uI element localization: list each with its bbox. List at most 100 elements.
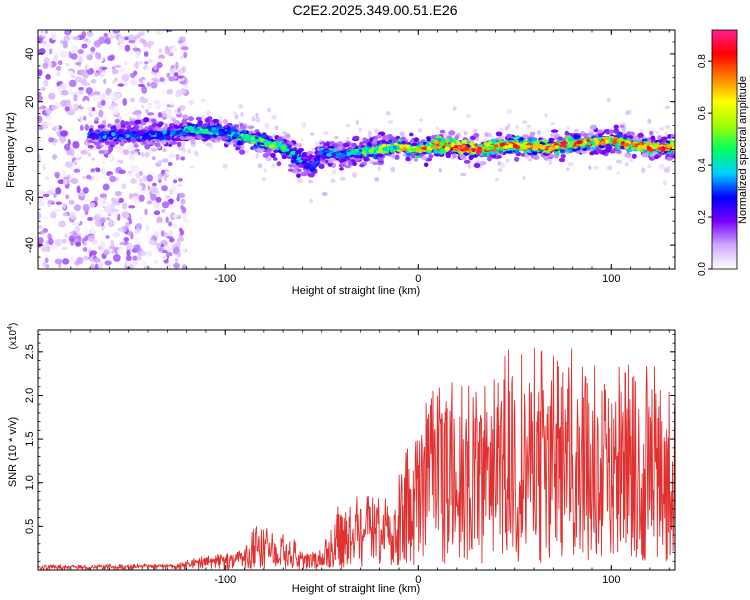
noise-blob: [178, 227, 183, 233]
noise-blob: [129, 50, 133, 55]
ridge-blob: [308, 172, 315, 178]
ridge-blob: [181, 119, 187, 124]
noise-blob: [46, 121, 54, 127]
noise-blob: [65, 99, 71, 107]
scatter-point: [664, 131, 669, 137]
noise-blob: [130, 106, 138, 112]
noise-blob: [38, 116, 43, 124]
ridge-blob: [178, 124, 183, 129]
noise-blob: [79, 69, 86, 74]
noise-blob: [138, 194, 145, 202]
noise-blob: [175, 153, 180, 161]
ridge-blob: [619, 124, 625, 129]
noise-blob: [129, 72, 136, 79]
noise-blob: [180, 46, 189, 51]
noise-blob: [38, 236, 44, 244]
ridge-blob: [439, 129, 446, 134]
noise-blob: [114, 210, 118, 219]
ridge-blob: [190, 138, 196, 145]
noise-blob: [168, 204, 175, 209]
scatter-point: [647, 118, 652, 124]
noise-blob: [93, 214, 101, 221]
ridge-blob: [366, 141, 373, 147]
ridge-blob: [204, 117, 210, 123]
noise-blob: [75, 241, 82, 247]
noise-blob: [53, 220, 58, 228]
noise-blob: [167, 230, 173, 237]
ridge-blob: [405, 156, 411, 162]
noise-blob: [135, 223, 143, 229]
ridge-blob: [433, 149, 440, 154]
ridge-blob: [114, 118, 120, 124]
scatter-point: [616, 171, 621, 175]
scatter-point: [606, 97, 611, 103]
scatter-point: [522, 175, 526, 180]
ridge-blob: [482, 152, 488, 157]
noise-blob: [65, 70, 74, 76]
noise-blob: [41, 30, 46, 37]
noise-blob: [124, 113, 129, 118]
noise-blob: [99, 217, 107, 224]
ridge-blob: [340, 153, 345, 158]
noise-blob: [140, 151, 145, 158]
noise-blob: [73, 94, 78, 102]
noise-blob: [154, 230, 160, 237]
scatter-point: [263, 168, 267, 173]
ridge-blob: [506, 133, 513, 139]
scatter-point: [194, 152, 199, 157]
noise-blob: [102, 183, 110, 191]
ridge-blob: [328, 158, 333, 164]
scatter-point: [550, 122, 556, 126]
noise-blob: [121, 183, 127, 190]
noise-blob: [43, 56, 50, 64]
ridge-blob: [372, 161, 379, 166]
noise-blob: [161, 208, 166, 214]
scatter-point: [274, 125, 279, 130]
noise-blob: [99, 208, 105, 213]
noise-blob: [120, 221, 127, 227]
ridge-blob: [266, 150, 272, 156]
ridge-blob: [409, 132, 414, 137]
ridge-blob: [661, 136, 668, 141]
scatter-point: [499, 127, 504, 132]
noise-blob: [59, 51, 68, 58]
noise-blob: [180, 156, 186, 161]
noise-blob: [126, 243, 134, 249]
ridge-blob: [390, 153, 396, 159]
ridge-blob: [129, 120, 135, 126]
noise-blob: [123, 237, 130, 242]
noise-blob: [58, 134, 67, 143]
ridge-blob: [649, 130, 654, 136]
noise-blob: [81, 175, 88, 180]
ridge-blob: [288, 163, 295, 168]
noise-blob: [43, 79, 49, 87]
noise-blob: [49, 185, 56, 192]
scatter-point: [257, 163, 263, 169]
ridge-blob: [596, 148, 602, 154]
ridge-blob: [296, 143, 303, 148]
noise-blob: [69, 211, 76, 220]
ridge-blob: [296, 149, 302, 154]
noise-blob: [80, 149, 88, 155]
ridge-blob: [196, 135, 202, 140]
noise-blob: [183, 221, 189, 228]
scatter-point: [521, 120, 528, 125]
noise-blob: [61, 238, 67, 244]
noise-blob: [107, 67, 112, 72]
noise-blob: [109, 90, 118, 99]
noise-blob: [177, 107, 181, 113]
scatter-point: [271, 114, 278, 120]
ridge-blob: [168, 123, 176, 128]
noise-blob: [167, 161, 173, 167]
noise-blob: [101, 42, 108, 47]
noise-blob: [129, 158, 135, 166]
noise-blob: [179, 55, 184, 60]
noise-blob: [57, 179, 65, 185]
scatter-point: [466, 113, 471, 119]
ridge-blob: [134, 119, 142, 125]
scatter-point: [282, 131, 287, 135]
ridge-blob: [148, 127, 153, 131]
ridge-blob: [95, 144, 102, 150]
noise-blob: [38, 225, 43, 229]
noise-blob: [94, 196, 99, 203]
